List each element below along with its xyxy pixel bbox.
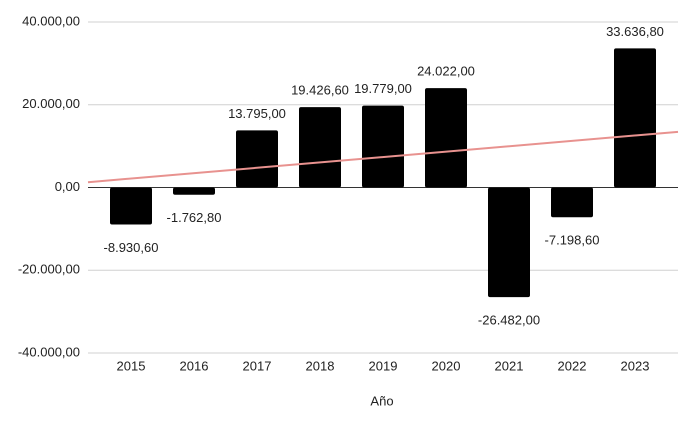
bar	[614, 48, 656, 188]
data-label: -8.930,60	[104, 240, 159, 255]
trendline	[87, 130, 679, 184]
data-label: -1.762,80	[167, 210, 222, 225]
x-tick-label: 2016	[180, 358, 209, 373]
x-tick-label: 2021	[495, 358, 524, 373]
bar	[110, 187, 152, 225]
bar	[173, 187, 215, 195]
y-tick-label: 20.000,00	[22, 96, 80, 111]
x-tick-label: 2018	[306, 358, 335, 373]
bar	[488, 187, 530, 298]
data-label: 13.795,00	[228, 106, 286, 121]
data-label: 24.022,00	[417, 64, 475, 79]
y-tick-label: 40.000,00	[22, 13, 80, 28]
data-label: 33.636,80	[606, 24, 664, 39]
y-tick-label: 0,00	[55, 179, 80, 194]
x-tick-label: 2019	[369, 358, 398, 373]
x-tick-label: 2023	[621, 358, 650, 373]
bar	[299, 107, 341, 188]
bar	[425, 88, 467, 188]
x-tick-label: 2015	[117, 358, 146, 373]
bar	[551, 187, 593, 218]
x-tick-label: 2017	[243, 358, 272, 373]
data-label: -26.482,00	[478, 313, 540, 328]
y-tick-label: -20.000,00	[18, 262, 80, 277]
x-axis-title: Año	[370, 393, 393, 408]
bar	[236, 130, 278, 188]
data-label: 19.426,60	[291, 83, 349, 98]
bar	[362, 105, 404, 188]
x-tick-label: 2020	[432, 358, 461, 373]
y-tick-label: -40.000,00	[18, 344, 80, 359]
data-label: 19.779,00	[354, 81, 412, 96]
x-tick-label: 2022	[558, 358, 587, 373]
data-label: -7.198,60	[545, 233, 600, 248]
